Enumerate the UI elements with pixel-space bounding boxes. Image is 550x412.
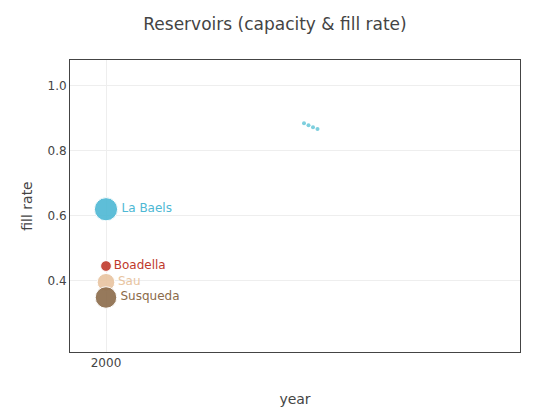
svg-text:0.4: 0.4: [48, 274, 67, 288]
svg-text:La Baels: La Baels: [122, 201, 172, 215]
svg-text:0.6: 0.6: [48, 209, 67, 223]
svg-text:Reservoirs (capacity & fill ra: Reservoirs (capacity & fill rate): [143, 14, 406, 34]
svg-text:Sau: Sau: [118, 274, 141, 288]
svg-text:year: year: [279, 391, 310, 407]
svg-text:Boadella: Boadella: [114, 258, 166, 272]
svg-text:2000: 2000: [91, 356, 122, 370]
svg-text:Susqueda: Susqueda: [120, 289, 179, 303]
svg-text:1.0: 1.0: [48, 79, 67, 93]
svg-text:0.8: 0.8: [48, 144, 67, 158]
svg-text:fill rate: fill rate: [19, 181, 35, 231]
